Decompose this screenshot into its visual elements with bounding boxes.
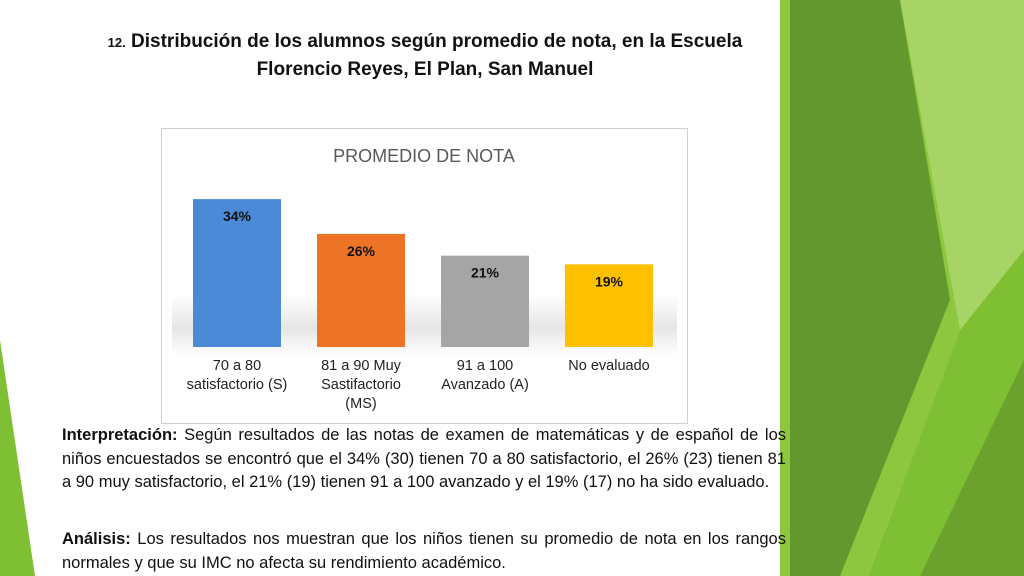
- bar-4: [565, 264, 653, 347]
- category-labels-group: 70 a 80 satisfactorio (S) 81 a 90 Muy Sasti…: [187, 358, 650, 412]
- slide-title: 12. Distribución de los alumnos según pr…: [40, 28, 810, 83]
- analysis-paragraph: Análisis: Los resultados nos muestran qu…: [62, 528, 786, 575]
- data-labels-group: 34% 26% 21% 19%: [223, 208, 624, 289]
- category-label-1-line-1: 70 a 80: [213, 358, 261, 374]
- right-panel-dark: [785, 0, 950, 576]
- data-label-2: 26%: [347, 243, 376, 259]
- interpretation-paragraph: Interpretación: Según resultados de las …: [62, 424, 786, 495]
- category-label-3-line-2: Avanzado (A): [441, 377, 529, 393]
- interpretation-label: Interpretación:: [62, 426, 178, 444]
- data-label-3: 21%: [471, 265, 500, 281]
- title-number: 12.: [107, 35, 126, 50]
- title-line-1: Distribución de los alumnos según promed…: [131, 31, 743, 52]
- interpretation-text: Según resultados de las notas de examen …: [62, 426, 786, 491]
- category-label-4-line-1: No evaluado: [568, 358, 649, 374]
- bars-group: [193, 199, 653, 347]
- bar-chart: PROMEDIO DE NOTA 34% 26% 21% 19% 70 a 80 sat…: [172, 146, 677, 412]
- category-label-2-line-1: 81 a 90 Muy: [321, 358, 402, 374]
- category-label-3-line-1: 91 a 100: [457, 358, 513, 374]
- left-green-triangle: [0, 340, 35, 576]
- chart-container: PROMEDIO DE NOTA 34% 26% 21% 19% 70 a 80 sat…: [161, 128, 688, 424]
- bar-3: [441, 255, 529, 347]
- data-label-4: 19%: [595, 273, 624, 289]
- bar-2: [317, 233, 405, 347]
- category-label-1-line-2: satisfactorio (S): [187, 377, 288, 393]
- category-label-2-line-3: (MS): [345, 396, 376, 412]
- chart-title: PROMEDIO DE NOTA: [333, 146, 515, 166]
- category-label-2-line-2: Sastifactorio: [321, 377, 401, 393]
- right-panel-accent: [900, 0, 1024, 330]
- right-panel-lower-accent: [920, 360, 1024, 576]
- data-label-1: 34%: [223, 208, 252, 224]
- analysis-text: Los resultados nos muestran que los niño…: [62, 530, 786, 572]
- title-line-2: Florencio Reyes, El Plan, San Manuel: [256, 59, 594, 80]
- bar-1: [193, 199, 281, 347]
- analysis-label: Análisis:: [62, 530, 131, 548]
